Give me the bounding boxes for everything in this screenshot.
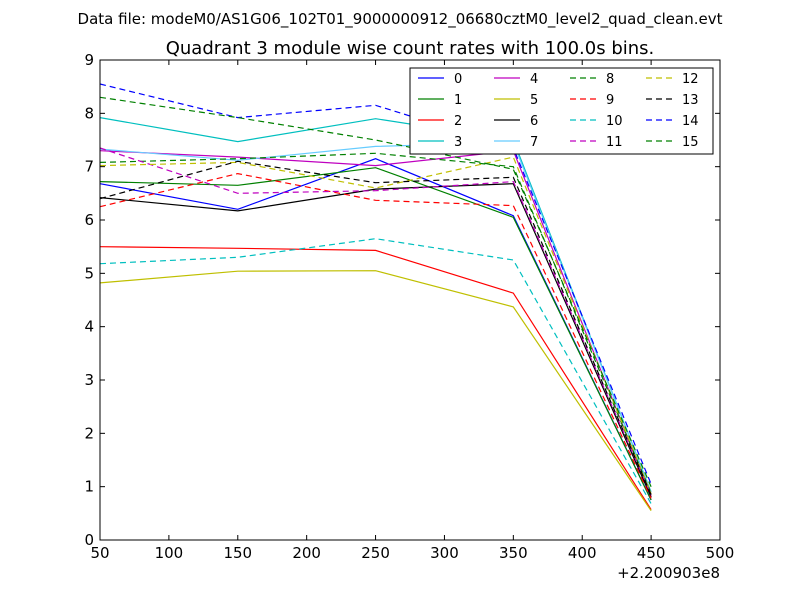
chart-suptitle: Data file: modeM0/AS1G06_102T01_90000009…	[78, 10, 723, 29]
series-layer	[99, 83, 652, 512]
series-line-4	[99, 150, 652, 497]
y-tick-label: 4	[84, 318, 94, 336]
series-line-5	[99, 270, 652, 512]
y-tick-label: 5	[84, 264, 94, 282]
series-line-11	[99, 147, 652, 495]
y-tick-label: 0	[84, 531, 94, 549]
legend-label-15: 15	[682, 135, 699, 150]
chart-title: Quadrant 3 module wise count rates with …	[166, 38, 655, 59]
legend-label-4: 4	[530, 72, 538, 87]
y-tick-label: 3	[84, 371, 94, 389]
plot-frame	[99, 59, 721, 541]
y-tick-label: 9	[84, 51, 94, 69]
y-tick-label: 7	[84, 158, 94, 176]
series-line-9	[99, 172, 652, 499]
x-tick-label: 450	[637, 544, 666, 562]
series-line-10	[99, 238, 652, 504]
x-offset-label: +2.200903e8	[617, 564, 720, 582]
series-line-2	[99, 246, 652, 510]
series-line-3	[99, 117, 652, 493]
y-tick-label: 1	[84, 478, 94, 496]
x-tick-label: 300	[430, 544, 459, 562]
x-tick-label: 150	[223, 544, 252, 562]
series-line-15	[99, 96, 652, 487]
legend-frame	[409, 67, 714, 155]
legend-label-10: 10	[606, 114, 623, 129]
series-line-13	[99, 160, 652, 495]
legend-label-6: 6	[530, 114, 538, 129]
legend-label-8: 8	[606, 72, 614, 87]
y-tick-label: 6	[84, 211, 94, 229]
x-tick-label: 50	[90, 544, 109, 562]
x-tick-label: 200	[292, 544, 321, 562]
x-tick-label: 250	[361, 544, 390, 562]
x-tick-label: 500	[706, 544, 735, 562]
legend-label-2: 2	[454, 114, 462, 129]
legend-label-12: 12	[682, 72, 699, 87]
legend-label-5: 5	[530, 93, 538, 108]
legend-label-11: 11	[606, 135, 623, 150]
legend-label-13: 13	[682, 93, 699, 108]
legend-label-14: 14	[682, 114, 699, 129]
legend-label-3: 3	[454, 135, 462, 150]
series-line-14	[99, 83, 652, 485]
legend-label-9: 9	[606, 93, 614, 108]
x-tick-label: 100	[155, 544, 184, 562]
legend-label-7: 7	[530, 135, 538, 150]
y-tick-label: 2	[84, 424, 94, 442]
series-line-6	[99, 183, 652, 498]
series-line-12	[99, 156, 652, 494]
x-tick-label: 350	[499, 544, 528, 562]
x-tick-label: 400	[568, 544, 597, 562]
y-tick-label: 8	[84, 104, 94, 122]
legend-label-0: 0	[454, 72, 462, 87]
legend-label-1: 1	[454, 93, 462, 108]
